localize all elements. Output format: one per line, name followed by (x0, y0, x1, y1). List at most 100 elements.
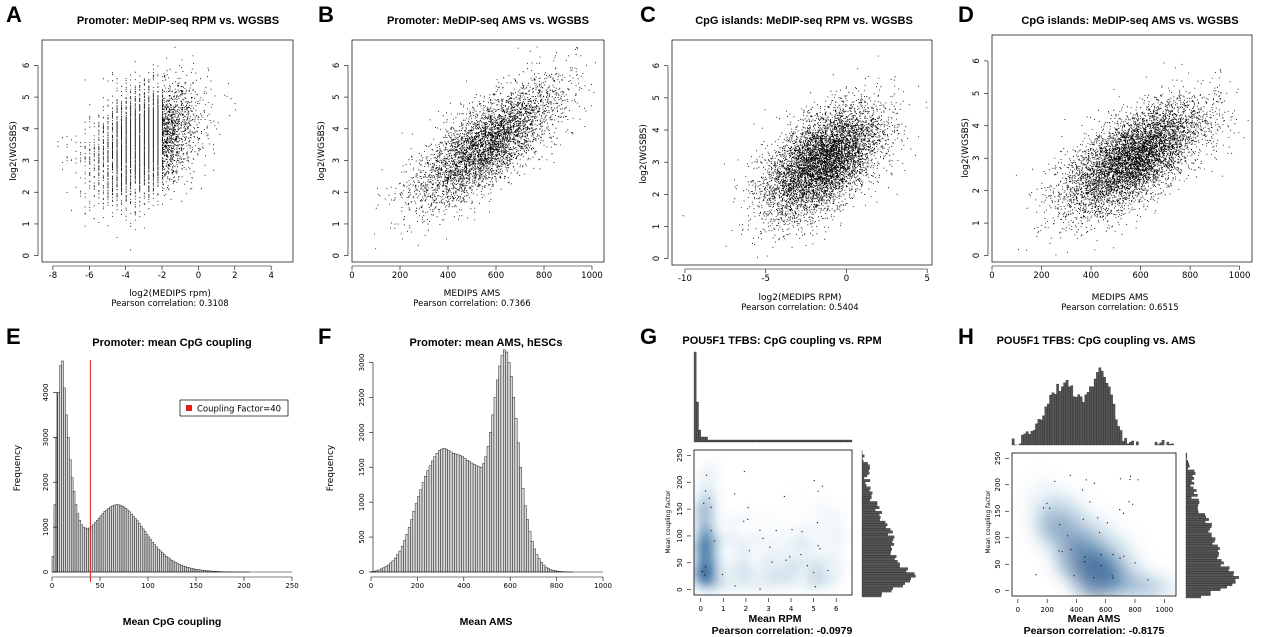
panel-h-ytick-label: 100 (994, 531, 1002, 544)
panel-e-bar (195, 569, 199, 573)
panel-h-top-bar (1110, 394, 1113, 446)
panel-f-xtick-label: 400 (457, 582, 470, 590)
panel-f-bar (454, 453, 458, 573)
panel-g-right-bar (861, 520, 886, 524)
panel-g-top-bar (779, 439, 783, 443)
panel-h-density-blob (1102, 511, 1110, 519)
panel-c-point-cloud (682, 55, 928, 258)
panel-f-bar (463, 457, 467, 573)
panel-e-ytick-label: 4000 (42, 383, 50, 401)
panel-h-top-bar (1042, 415, 1045, 446)
panel-h-density-blob (1088, 531, 1096, 539)
panel-g-xtick-label: 2 (744, 605, 748, 613)
panel-h-right-bar (1185, 576, 1239, 579)
panel-f-xtick-label: 0 (369, 582, 373, 590)
panel-e-bar (113, 504, 116, 573)
panel-h-top-bar (1114, 419, 1118, 446)
panel-g-right-bar (861, 481, 866, 485)
panel-g-top-bar (831, 439, 835, 443)
panel-g-density-blob (797, 560, 805, 567)
panel-h-top-bar (1082, 402, 1085, 446)
panel-f-bar (472, 464, 476, 573)
panel-e-bar (161, 552, 164, 573)
panel-f-bar (516, 442, 520, 573)
panel-g-density-blob (705, 478, 713, 486)
panel-g-density-blob (720, 582, 728, 590)
panel-h-density-blob (1117, 580, 1124, 587)
panel-h-sparse-point (1100, 554, 1102, 556)
panel-h-top-bar (1093, 378, 1097, 446)
panel-letter-g: G (640, 324, 657, 349)
panel-e-bar (193, 568, 197, 573)
panel-g-density-blob (807, 557, 815, 565)
panel-g-top-bar (847, 439, 850, 443)
panel-g-density-blob (743, 561, 751, 569)
panel-h-right-bar (1185, 484, 1191, 487)
panel-f-title: Promoter: mean AMS, hESCs (409, 337, 562, 349)
panel-h-top-bar (1075, 396, 1078, 446)
panel-g-top-bar (775, 439, 778, 443)
panel-h-sparse-point (1070, 549, 1072, 551)
panel-e-bar (57, 392, 60, 573)
panel-g-top-bar (709, 439, 713, 443)
panel-g-density-core (694, 537, 711, 556)
panel-g-right-bar (861, 466, 870, 470)
panel-h-density-blob (1037, 544, 1045, 552)
panel-g-density-blob (818, 514, 826, 522)
panel-h-density-blob (1104, 529, 1112, 537)
panel-f-bar (405, 534, 409, 573)
panel-h-ytick-label: 0 (994, 588, 1002, 592)
panel-h-sparse-point (1137, 479, 1139, 481)
panel-h: H POU5F1 TFBS: CpG coupling vs. AMS 0 200… (958, 324, 1239, 637)
panel-h-ytick-label: 50 (994, 560, 1002, 569)
panel-f-bar (458, 455, 462, 573)
panel-g-top-bar (738, 439, 742, 443)
panel-g-top-bar (833, 439, 837, 443)
panel-g-xtick-label: 5 (811, 605, 815, 613)
panel-g-top-bar (729, 439, 733, 443)
panel-f-ylabel: Frequency (326, 444, 336, 491)
panel-b-point-cloud (374, 46, 596, 250)
panel-g-sparse-point (705, 474, 708, 476)
panel-g-top-bar (743, 439, 747, 443)
panel-h-right-bar (1185, 479, 1192, 483)
panel-e-bar (84, 527, 87, 573)
panel-g-sparse-point (734, 493, 736, 495)
panel-h-right-bar (1185, 583, 1233, 587)
panel-h-right-bar (1185, 481, 1195, 485)
panel-g-title: POU5F1 TFBS: CpG coupling vs. RPM (682, 335, 881, 347)
panel-h-sparse-point (1106, 522, 1108, 524)
panel-g-top-bar (820, 439, 823, 443)
panel-g-sparse-point (816, 522, 819, 524)
panel-f-bar (551, 570, 555, 573)
panel-g-density-blob (786, 572, 794, 579)
panel-e-bar (111, 505, 114, 573)
panel-h-right-bar (1185, 498, 1199, 502)
panel-e-bar (157, 548, 160, 573)
panel-h-density (1017, 475, 1176, 596)
panel-h-top-bar (1044, 406, 1048, 446)
panel-e-title: Promoter: mean CpG coupling (92, 337, 252, 349)
panel-h-correlation: Pearson correlation: -0.8175 (1024, 625, 1165, 637)
panel-h-top-bar (1136, 441, 1139, 446)
panel-g-sparse-point (801, 531, 803, 533)
panel-b-ytick-label: 2 (332, 190, 342, 195)
panel-h-top-bar (1077, 394, 1081, 446)
panel-h-ytick-label: 150 (994, 505, 1002, 518)
panel-e-xtick-label: 150 (189, 582, 202, 590)
panel-h-right-bar (1185, 460, 1189, 463)
panel-d-xtick-label: 1000 (1229, 271, 1251, 281)
panel-h-right-bar (1185, 588, 1221, 591)
panel-f-bar (498, 365, 502, 573)
panel-letter-e: E (6, 324, 21, 349)
panel-g-right-bar (861, 577, 911, 581)
panel-h-top-bar (1037, 419, 1041, 446)
panel-h-top-bar (1159, 442, 1163, 446)
panel-h-top-bar (1046, 403, 1050, 446)
panel-g-sparse-point (703, 502, 705, 504)
panel-h-sparse-point (1058, 550, 1060, 552)
panel-c-points (682, 55, 928, 258)
panel-f-bar (505, 351, 509, 573)
panel-g-right-bar (861, 493, 872, 497)
panel-g-right-marginal (861, 449, 916, 598)
